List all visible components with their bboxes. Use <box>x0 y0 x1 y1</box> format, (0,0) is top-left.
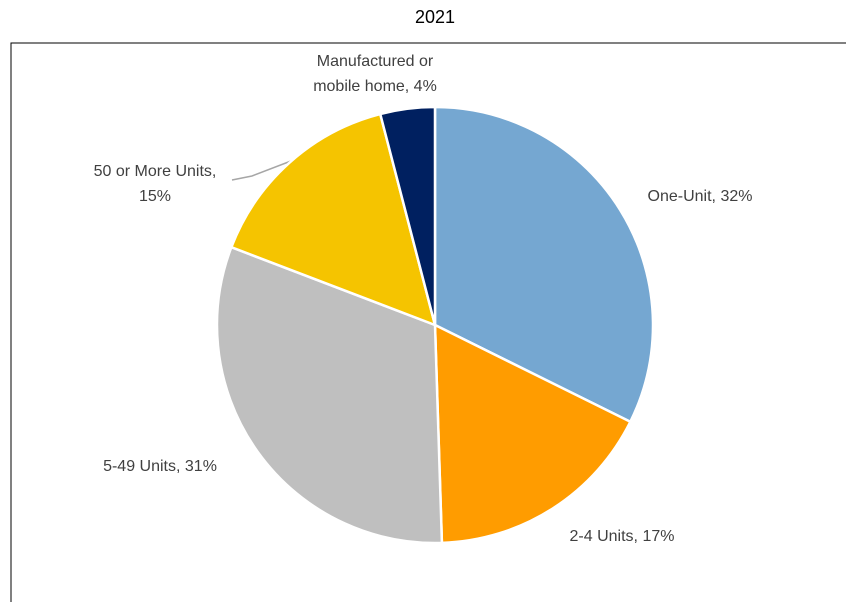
chart-title: 2021 <box>415 7 455 27</box>
data-label: Manufactured or mobile home, 4% <box>313 53 437 95</box>
label-line: mobile home, 4% <box>313 78 437 95</box>
pie-slice <box>215 245 444 545</box>
data-label: 50 or More Units, 15% <box>94 163 217 205</box>
pie-slice <box>433 105 655 424</box>
pie-slice <box>378 105 437 326</box>
label-line: 50 or More Units, <box>94 163 217 180</box>
chart-frame <box>10 42 846 602</box>
pie-slice <box>229 112 437 328</box>
label-line: Manufactured or <box>317 53 434 70</box>
data-label: One-Unit, 32% <box>648 188 753 205</box>
data-label: 5-49 Units, 31% <box>103 458 217 475</box>
pie-slice <box>433 322 633 545</box>
leader-line <box>231 160 292 181</box>
label-line: 15% <box>139 188 171 205</box>
data-label: 2-4 Units, 17% <box>570 528 675 545</box>
